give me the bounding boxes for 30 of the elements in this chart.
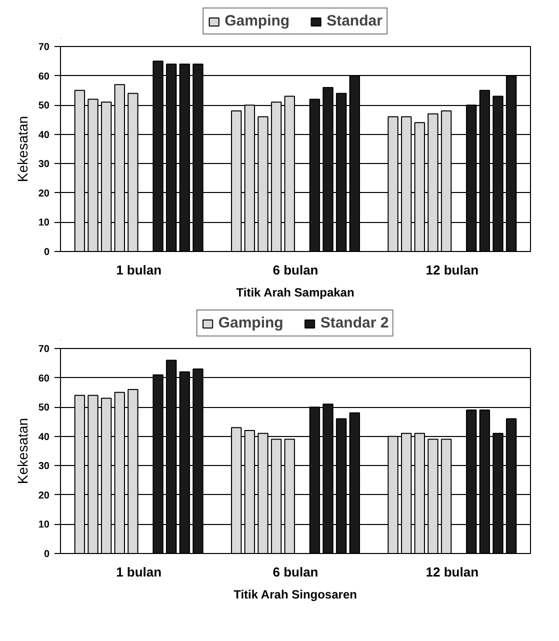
y-tick-label: 20 xyxy=(38,188,50,200)
y-tick-label: 0 xyxy=(44,549,50,560)
x-tick-label: 1 bulan xyxy=(116,564,162,580)
y-axis-title: Kekesatan xyxy=(14,418,30,484)
y-tick-label: 70 xyxy=(38,42,50,53)
legend-label: Gamping xyxy=(218,314,284,332)
y-tick-label: 10 xyxy=(38,218,50,229)
legend-label: Gamping xyxy=(224,12,290,30)
x-tick-label: 12 bulan xyxy=(426,262,479,278)
y-tick-label: 30 xyxy=(38,461,50,472)
x-axis-title: Titik Arah Sampakan xyxy=(236,286,354,300)
x-tick-label: 1 bulan xyxy=(116,262,162,278)
y-tick-label: 40 xyxy=(38,432,50,443)
x-tick-label: 12 bulan xyxy=(426,564,479,580)
y-tick-label: 40 xyxy=(38,130,50,141)
x-tick-label: 6 bulan xyxy=(272,262,318,278)
x-tick-label: 6 bulan xyxy=(272,564,318,580)
y-tick-label: 10 xyxy=(38,520,50,531)
legend-label: Standar 2 xyxy=(320,314,389,332)
y-axis-title: Kekesatan xyxy=(14,116,30,182)
y-tick-label: 50 xyxy=(38,100,50,112)
y-tick-label: 60 xyxy=(38,373,50,384)
y-tick-label: 60 xyxy=(38,71,50,82)
y-tick-label: 20 xyxy=(38,490,50,502)
legend-label: Standar xyxy=(326,12,382,30)
y-tick-label: 0 xyxy=(44,247,50,258)
y-tick-label: 70 xyxy=(38,344,50,355)
x-axis-title: Titik Arah Singosaren xyxy=(234,588,357,602)
y-tick-label: 50 xyxy=(38,402,50,414)
y-tick-label: 30 xyxy=(38,159,50,170)
